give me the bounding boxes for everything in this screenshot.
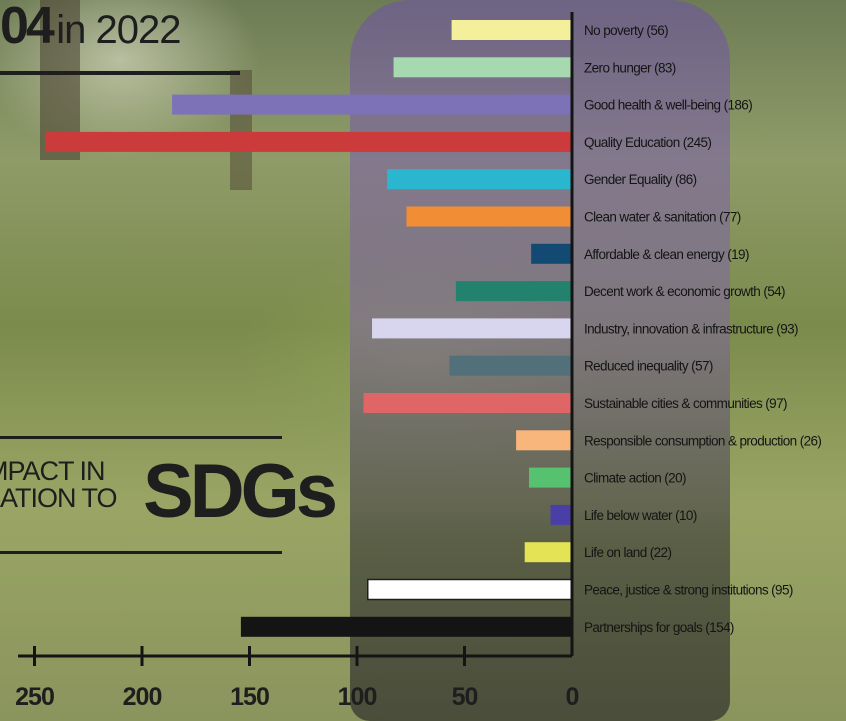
bar-8 (455, 281, 572, 302)
x-tick-label-200: 200 (123, 683, 162, 711)
bar-label-13: Climate action (20) (584, 471, 686, 486)
x-axis: 250 200 150 100 50 0 (15, 12, 580, 711)
bar-label-1: No poverty (56) (584, 23, 668, 38)
bar-label-7: Affordable & clean energy (19) (584, 247, 749, 262)
title-year: in 2022 (56, 8, 181, 52)
bar-14 (550, 504, 572, 525)
bar-label-4: Quality Education (245) (584, 135, 711, 150)
bar-7 (531, 243, 572, 264)
bar-label-2: Zero hunger (83) (584, 60, 676, 75)
bar-9 (372, 318, 572, 339)
bar-11 (363, 393, 572, 413)
labels-group: No poverty (56) Zero hunger (83) Good heal… (584, 23, 822, 635)
subtitle-text: MPACT IN LATION TO (0, 456, 118, 513)
title-number: 04 (0, 0, 55, 55)
x-tick-label-0: 0 (566, 683, 579, 711)
bar-label-16: Peace, justice & strong institutions (95… (584, 583, 793, 598)
subtitle-divider-bottom (0, 551, 282, 554)
bar-2 (393, 57, 572, 78)
bar-16 (367, 578, 573, 601)
bar-label-15: Life on land (22) (584, 545, 671, 560)
bar-label-3: Good health & well-being (186) (584, 98, 752, 113)
bar-6 (406, 206, 572, 227)
x-tick-label-150: 150 (230, 683, 269, 711)
x-tick-label-100: 100 (338, 683, 377, 711)
subtitle-line-1: MPACT IN (0, 456, 106, 486)
bars-group (45, 20, 573, 637)
page-title: 04 in 2022 (0, 0, 182, 56)
subtitle-divider-top (0, 436, 282, 439)
bar-17 (240, 616, 572, 637)
bar-12 (516, 430, 572, 451)
bar-3 (172, 94, 572, 115)
bar-5 (387, 169, 572, 190)
x-tick-label-250: 250 (15, 683, 54, 711)
bar-10 (449, 355, 572, 376)
bar-label-6: Clean water & sanitation (77) (584, 210, 741, 225)
bar-label-11: Sustainable cities & communities (97) (584, 396, 787, 411)
bar-label-14: Life below water (10) (584, 508, 697, 523)
x-tick-label-50: 50 (452, 683, 478, 711)
bar-label-17: Partnerships for goals (154) (584, 620, 734, 635)
bar-4 (45, 131, 572, 152)
bar-15 (524, 542, 572, 563)
subtitle-line-2: LATION TO (0, 483, 118, 513)
bar-label-5: Gender Equality (86) (584, 172, 697, 187)
bar-label-12: Responsible consumption & production (26… (584, 433, 821, 448)
bar-label-10: Reduced inequality (57) (584, 359, 713, 374)
bar-13 (529, 467, 572, 488)
subtitle-sdgs: SDGs (143, 449, 338, 534)
bar-label-9: Industry, innovation & infrastructure (9… (584, 321, 798, 336)
title-divider (0, 71, 240, 75)
bar-label-8: Decent work & economic growth (54) (584, 284, 785, 299)
bar-1 (451, 20, 572, 40)
